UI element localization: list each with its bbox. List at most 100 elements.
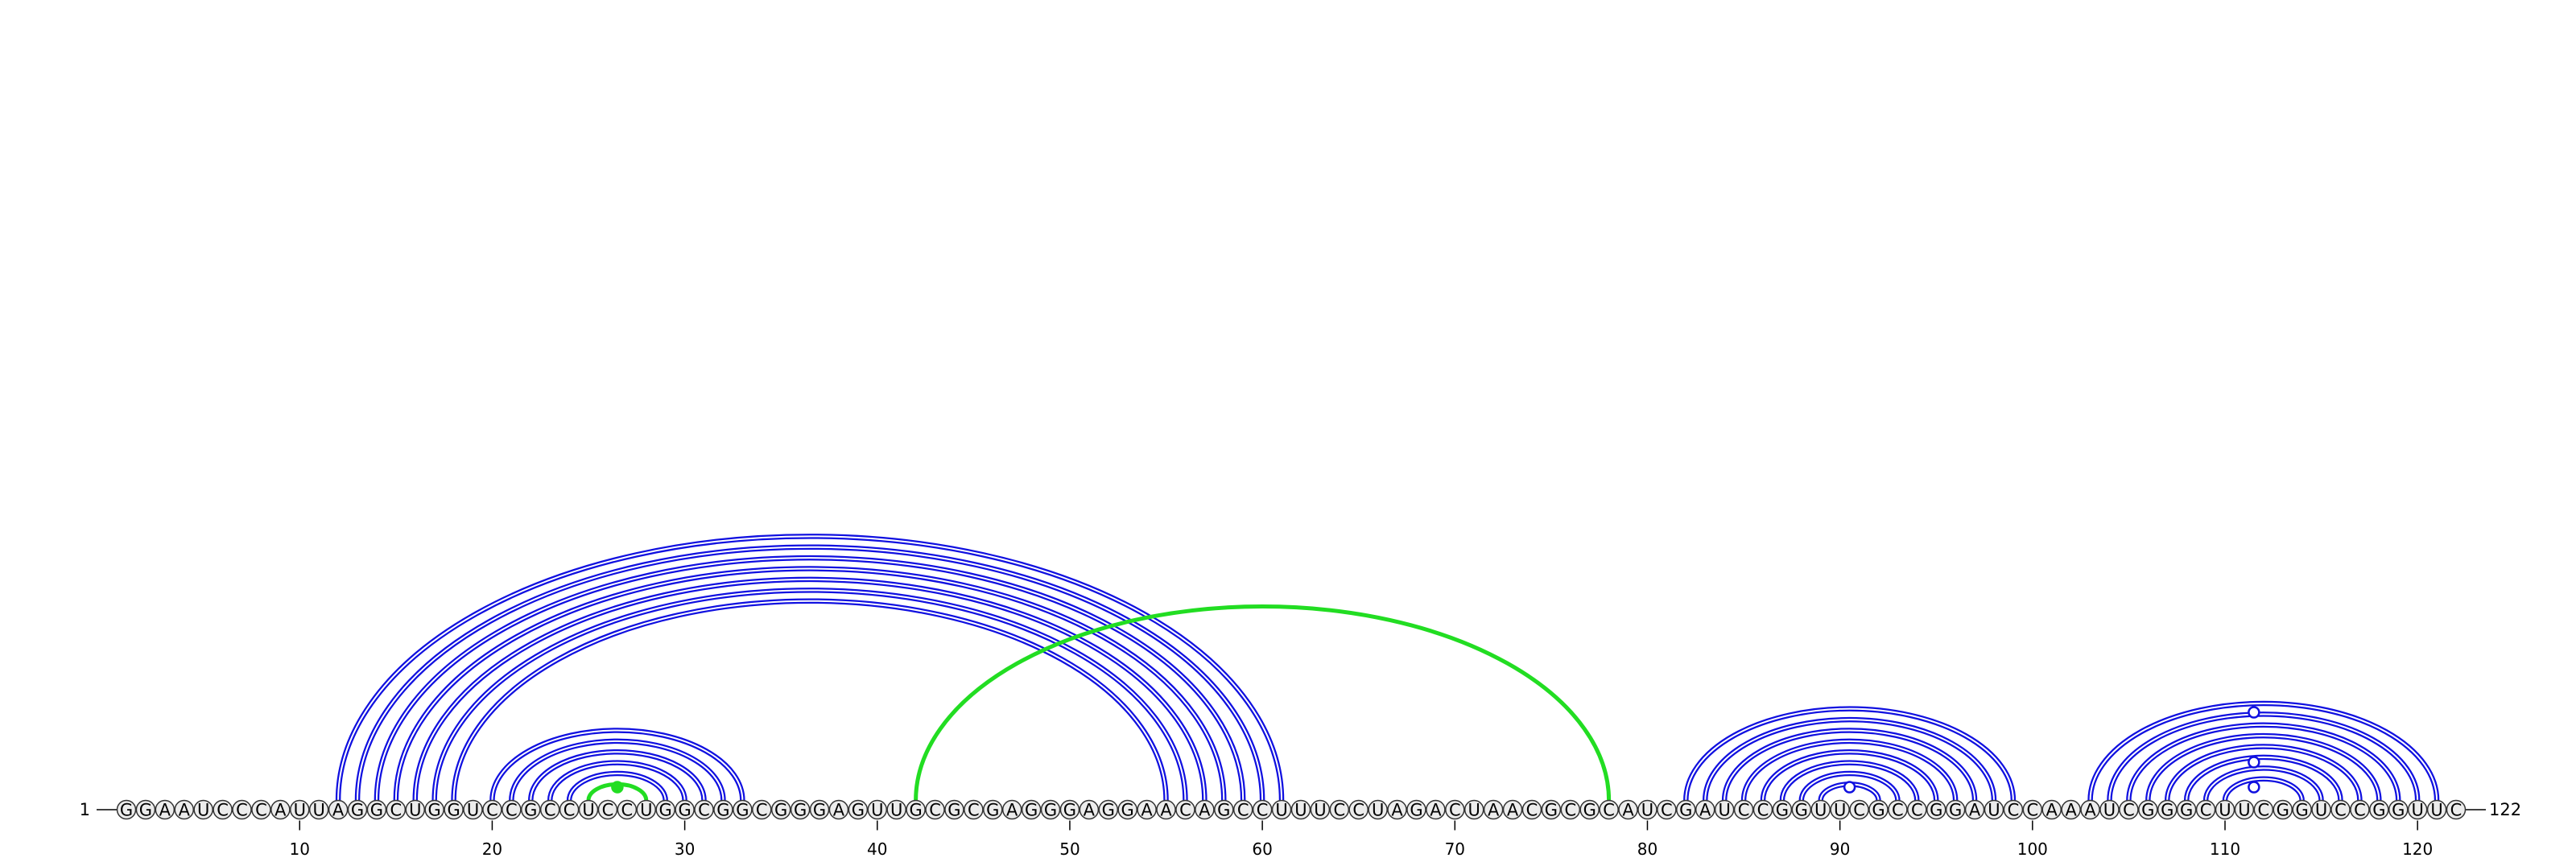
nucleotide-circle [444, 799, 464, 820]
nucleotide-letter: C [544, 801, 556, 820]
nucleotide-letter: G [852, 801, 865, 820]
nucleotide-letter: C [1911, 801, 1923, 820]
nucleotide-letter: A [1141, 801, 1153, 820]
nucleotide-circle [867, 799, 888, 820]
nucleotide-circle [386, 799, 407, 820]
nucleotide-circle [906, 799, 926, 820]
nucleotide: C [2022, 799, 2043, 820]
nucleotide-letter: U [2430, 801, 2442, 820]
nucleotide: U [1637, 799, 1657, 820]
loop-marker [611, 781, 624, 794]
nucleotide-circle [1368, 799, 1388, 820]
nucleotide: G [1059, 799, 1080, 820]
nucleotide-letter: A [179, 801, 191, 820]
nucleotide-circle [2369, 799, 2389, 820]
nucleotide-circle [1232, 799, 1253, 820]
nucleotide-letter: C [486, 801, 498, 820]
base-pair-arc-gap [1724, 729, 1976, 801]
nucleotide: G [521, 799, 541, 820]
nucleotide-letter: A [1507, 801, 1519, 820]
nucleotide: U [193, 799, 213, 820]
nucleotide-circle [308, 799, 329, 820]
nucleotide: C [964, 799, 984, 820]
nucleotide-letter: G [1121, 801, 1134, 820]
nucleotide-letter: C [1661, 801, 1673, 820]
base-pair-arc-gap [568, 773, 667, 801]
nucleotide-letter: G [1217, 801, 1230, 820]
nucleotide-letter: U [2411, 801, 2423, 820]
nucleotide-letter: U [197, 801, 209, 820]
nucleotide-letter: G [1102, 801, 1115, 820]
axis-tick-label: 90 [1830, 839, 1850, 858]
position-axis: 10 20 30 40 50 60 70 80 90 100 110 120 [290, 820, 2433, 859]
nucleotide-circle [405, 799, 426, 820]
nucleotide: G [1117, 799, 1137, 820]
nucleotide-letter: G [659, 801, 672, 820]
base-pair-arc-gap [1781, 761, 1918, 801]
nucleotide-circle [1387, 799, 1407, 820]
nucleotide: C [2330, 799, 2351, 820]
nucleotide-circle [251, 799, 271, 820]
nucleotide-circle [539, 799, 560, 820]
nucleotide-circle [482, 799, 502, 820]
base-pair-arc-gap [394, 567, 1225, 801]
nucleotide-letter: U [1641, 801, 1653, 820]
sequence-start-label: 1 [80, 800, 90, 819]
nucleotide-letter: C [1333, 801, 1345, 820]
nucleotide: C [1657, 799, 1677, 820]
nucleotide-letter: U [467, 801, 479, 820]
nucleotide: U [578, 799, 599, 820]
nucleotide-circle [1541, 799, 1562, 820]
base-pair-arc-gap [2223, 777, 2303, 801]
nucleotide-circle [2292, 799, 2312, 820]
nucleotide: C [1348, 799, 1368, 820]
nucleotide-letter: C [1352, 801, 1364, 820]
nucleotide: C [1560, 799, 1581, 820]
nucleotide-letter: G [1044, 801, 1057, 820]
nucleotide: U [2426, 799, 2447, 820]
nucleotide-circle [2388, 799, 2409, 820]
nucleotide-circle [790, 799, 811, 820]
arc-group [489, 728, 745, 801]
nucleotide: G [2176, 799, 2197, 820]
nucleotide-circle [1984, 799, 2004, 820]
nucleotide-letter: A [1430, 801, 1442, 820]
base-pair-arc [2202, 765, 2324, 801]
axis-tick-label: 120 [2402, 839, 2433, 858]
nucleotide: C [1907, 799, 1927, 820]
nucleotide-letter: C [1738, 801, 1750, 820]
nucleotide: C [2253, 799, 2274, 820]
nucleotide-circle [463, 799, 483, 820]
nucleotide-letter: U [1718, 801, 1730, 820]
nucleotide-letter: U [2315, 801, 2327, 820]
nucleotide: A [1502, 799, 1523, 820]
pseudoknot-arc [914, 604, 1612, 801]
nucleotide-circle [347, 799, 368, 820]
nucleotide-circle [1175, 799, 1195, 820]
nucleotide: C [617, 799, 638, 820]
nucleotide: G [1541, 799, 1562, 820]
loop-marker [2248, 706, 2260, 719]
nucleotide-circle [2330, 799, 2351, 820]
base-pair-arc [2222, 776, 2305, 801]
nucleotide: C [2446, 799, 2467, 820]
nucleotide: G [1926, 799, 1946, 820]
base-pair-arc-gap [510, 740, 724, 801]
nucleotide-circle [1868, 799, 1889, 820]
nucleotide-letter: G [524, 801, 537, 820]
nucleotide-letter: C [968, 801, 980, 820]
nucleotide-letter: C [255, 801, 267, 820]
arc-group [335, 534, 1285, 801]
nucleotide: A [1001, 799, 1022, 820]
base-pair-arc-gap [2205, 767, 2322, 801]
nucleotide-circle [713, 799, 733, 820]
nucleotide: U [886, 799, 906, 820]
nucleotide: C [251, 799, 271, 820]
base-pair-arc [335, 534, 1285, 801]
axis-tick-label: 70 [1445, 839, 1465, 858]
nucleotide: U [867, 799, 888, 820]
nucleotide-circle [1195, 799, 1215, 820]
nucleotide-letter: A [159, 801, 171, 820]
nucleotide-letter: G [2392, 801, 2405, 820]
nucleotide-letter: G [370, 801, 383, 820]
